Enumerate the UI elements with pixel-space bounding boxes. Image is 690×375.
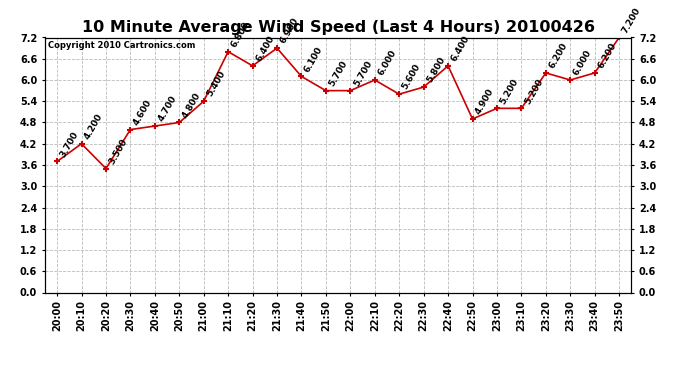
Text: 6.100: 6.100 — [303, 45, 325, 74]
Text: 5.700: 5.700 — [327, 59, 349, 88]
Text: 5.700: 5.700 — [352, 59, 373, 88]
Text: 4.900: 4.900 — [474, 87, 496, 116]
Text: 6.200: 6.200 — [547, 41, 569, 70]
Text: 6.800: 6.800 — [230, 20, 251, 49]
Text: 6.400: 6.400 — [254, 34, 276, 63]
Text: 7.200: 7.200 — [620, 6, 642, 35]
Text: 4.600: 4.600 — [132, 98, 154, 127]
Text: 6.200: 6.200 — [596, 41, 618, 70]
Text: 4.800: 4.800 — [181, 91, 203, 120]
Text: 3.700: 3.700 — [59, 130, 80, 159]
Text: 6.400: 6.400 — [449, 34, 471, 63]
Text: 5.600: 5.600 — [401, 63, 422, 92]
Text: 5.400: 5.400 — [205, 69, 227, 99]
Text: 5.800: 5.800 — [425, 56, 447, 84]
Title: 10 Minute Average Wind Speed (Last 4 Hours) 20100426: 10 Minute Average Wind Speed (Last 4 Hou… — [81, 20, 595, 35]
Text: 5.200: 5.200 — [498, 77, 520, 105]
Text: 6.900: 6.900 — [278, 16, 300, 45]
Text: 4.700: 4.700 — [156, 94, 178, 123]
Text: Copyright 2010 Cartronics.com: Copyright 2010 Cartronics.com — [48, 41, 195, 50]
Text: 6.000: 6.000 — [571, 48, 593, 77]
Text: 4.200: 4.200 — [83, 112, 105, 141]
Text: 3.500: 3.500 — [108, 137, 129, 166]
Text: 6.000: 6.000 — [376, 48, 398, 77]
Text: 5.200: 5.200 — [523, 77, 544, 105]
